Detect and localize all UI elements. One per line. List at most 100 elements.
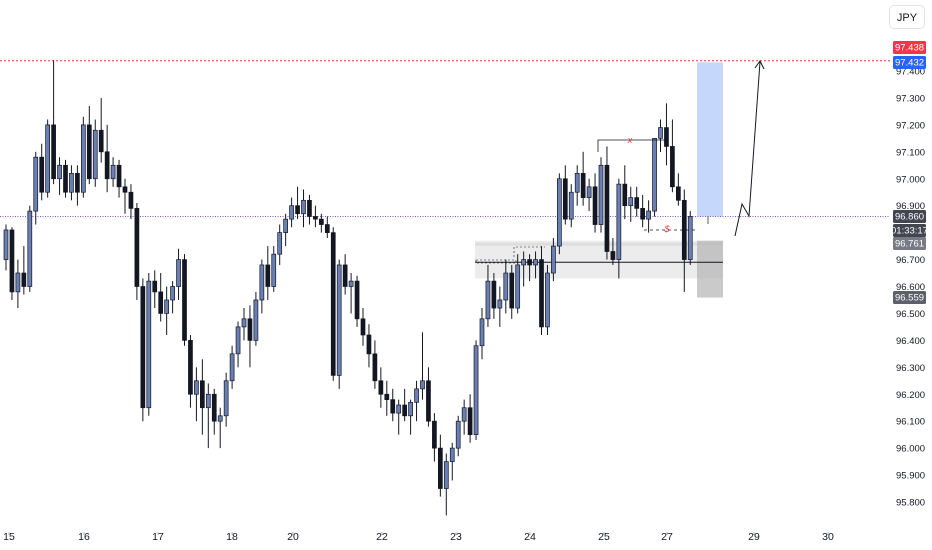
price-tick-label: 96.700 <box>896 255 925 266</box>
candle-body <box>241 318 247 328</box>
candle-body <box>235 326 241 355</box>
candle-body <box>116 164 122 188</box>
time-axis[interactable]: 15 16 17 18 20 22 23 24 25 27 29 30 <box>3 531 834 543</box>
candle-body <box>497 299 503 309</box>
candle-body <box>402 404 407 417</box>
price-tick-label: 96.500 <box>896 309 925 320</box>
candle-body <box>110 164 116 180</box>
candle-body <box>217 415 223 422</box>
candle-body <box>586 186 592 198</box>
price-tick-label: 96.600 <box>896 282 925 293</box>
candle-body <box>289 205 294 220</box>
time-tick-label: 20 <box>287 531 299 543</box>
price-tag-label: 96.559 <box>895 293 924 304</box>
price-tick-label: 96.000 <box>896 444 925 455</box>
candle-body <box>378 380 384 395</box>
time-tick-label: 18 <box>226 531 238 543</box>
candle-body <box>562 178 568 220</box>
time-tick-label: 23 <box>450 531 462 543</box>
candle-body <box>515 264 521 309</box>
candle-body <box>443 461 449 489</box>
candle-body <box>551 245 556 274</box>
candle-body <box>509 272 515 309</box>
candle-body <box>670 146 675 188</box>
candle-body <box>432 420 437 449</box>
candle-body <box>253 299 259 341</box>
price-tag <box>893 224 926 237</box>
candle-body <box>396 404 402 414</box>
candle-body <box>92 129 98 180</box>
candle-body <box>265 264 271 287</box>
candle-body <box>485 280 491 320</box>
price-tick-label: 97.200 <box>896 120 925 131</box>
candle-body <box>592 186 598 225</box>
price-tick-label: 96.900 <box>896 201 925 212</box>
time-tick-label: 30 <box>822 531 834 543</box>
candle-body <box>360 318 366 336</box>
candle-body <box>556 178 562 247</box>
candle-body <box>622 183 628 207</box>
candle-body <box>63 164 68 193</box>
candle-body <box>45 124 51 193</box>
range-box <box>475 259 517 264</box>
candle-body <box>527 259 532 266</box>
x-marker-label: x <box>627 135 633 145</box>
candle-body <box>104 151 110 180</box>
candle-body <box>491 280 497 309</box>
candle-body <box>479 318 485 347</box>
time-tick-label: 27 <box>661 531 673 543</box>
price-axis[interactable]: 97.400 97.300 97.200 97.100 97.000 96.900 96.7… <box>896 67 925 509</box>
price-tick-label: 96.400 <box>896 336 925 347</box>
x-marker-line <box>597 139 669 152</box>
candle-body <box>319 218 324 225</box>
demand-zone-edge <box>475 242 723 246</box>
candle-body <box>628 197 634 207</box>
candle-body <box>539 259 544 328</box>
candle-body <box>283 218 288 233</box>
projection-arrow-head <box>754 60 765 70</box>
candle-body <box>449 447 455 462</box>
price-tag <box>893 56 926 69</box>
price-tags: 97.438 97.432 96.860 01:33:17 96.761 96.559 <box>891 41 928 304</box>
candle-body <box>51 124 56 180</box>
candle-body <box>521 259 527 266</box>
candle-body <box>21 272 27 287</box>
price-tick-label: 97.300 <box>896 93 925 104</box>
candle-body <box>27 210 33 287</box>
candle-body <box>408 401 413 417</box>
time-tick-label: 16 <box>78 531 90 543</box>
candle-body <box>610 251 616 260</box>
candle-body <box>640 208 646 220</box>
candle-body <box>384 393 390 400</box>
candle-body <box>229 353 235 382</box>
candle-body <box>324 224 330 233</box>
candle-body <box>200 380 205 409</box>
s-marker-label: $ <box>663 224 670 234</box>
price-tag-label: 96.761 <box>895 239 924 250</box>
candle-body <box>75 173 80 193</box>
drawings-layer: x$ <box>475 60 765 264</box>
candle-body <box>313 216 318 220</box>
position-stop-zone <box>697 240 723 298</box>
time-tick-label: 25 <box>598 531 610 543</box>
candle-body <box>80 124 86 193</box>
candle-body <box>182 259 187 341</box>
candle-body <box>348 280 354 287</box>
candle-body <box>664 127 669 147</box>
candle-body <box>140 286 146 409</box>
price-tag <box>893 41 926 54</box>
candle-body <box>223 380 229 417</box>
candle-body <box>438 447 443 489</box>
candle-body <box>545 272 550 328</box>
price-tag-label: 97.432 <box>895 58 924 69</box>
price-tick-label: 97.000 <box>896 174 925 185</box>
candle-body <box>33 156 39 212</box>
candle-body <box>152 280 158 293</box>
candle-body <box>3 229 9 260</box>
candle-body <box>598 164 604 225</box>
candle-body <box>277 232 283 255</box>
price-tick-label: 97.100 <box>896 147 925 158</box>
currency-button[interactable]: JPY <box>889 5 925 29</box>
candle-body <box>205 393 211 409</box>
